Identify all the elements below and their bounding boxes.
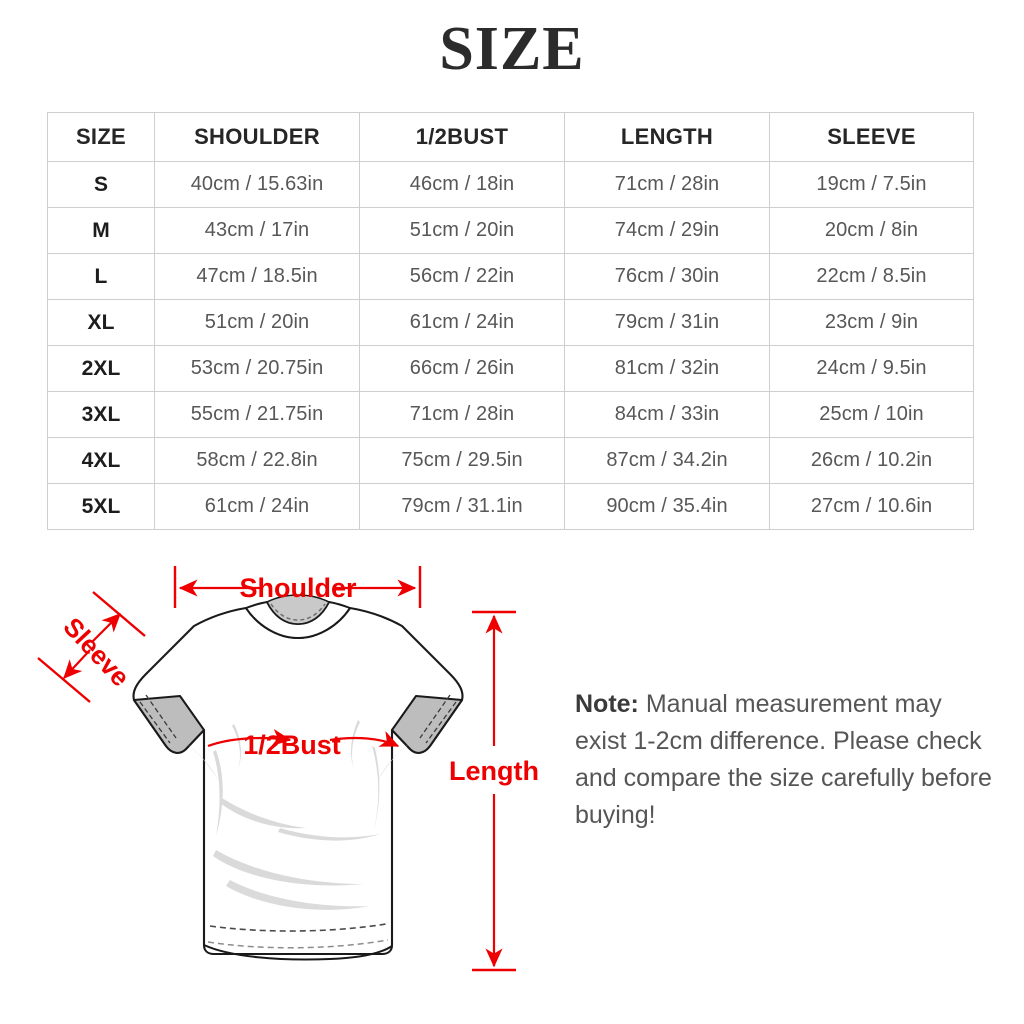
cell-shoulder: 55cm / 21.75in (154, 391, 360, 438)
cell-size: S (47, 161, 155, 208)
cell-length: 74cm / 29in (564, 207, 770, 254)
cell-bust: 61cm / 24in (359, 299, 565, 346)
size-table-container: SIZE SHOULDER 1/2BUST LENGTH SLEEVE S 40… (47, 112, 974, 530)
cell-shoulder: 51cm / 20in (154, 299, 360, 346)
cell-length: 90cm / 35.4in (564, 483, 770, 530)
tshirt-illustration (118, 594, 464, 961)
cell-bust: 51cm / 20in (359, 207, 565, 254)
tshirt-measurement-diagram: Shoulder Sleeve 1/2Bust Length (30, 550, 550, 1020)
column-header-shoulder: SHOULDER (154, 112, 360, 162)
cell-length: 87cm / 34.2in (564, 437, 770, 484)
cell-bust: 66cm / 26in (359, 345, 565, 392)
cell-shoulder: 47cm / 18.5in (154, 253, 360, 300)
sleeve-label: Sleeve (58, 611, 136, 692)
cell-bust: 75cm / 29.5in (359, 437, 565, 484)
cell-sleeve: 24cm / 9.5in (769, 345, 974, 392)
shoulder-dimension-annotation: Shoulder (173, 566, 422, 608)
cell-sleeve: 27cm / 10.6in (769, 483, 974, 530)
cell-length: 81cm / 32in (564, 345, 770, 392)
column-header-length: LENGTH (564, 112, 770, 162)
note-text: Manual measurement may exist 1-2cm diffe… (575, 690, 992, 829)
cell-sleeve: 23cm / 9in (769, 299, 974, 346)
column-header-sleeve: SLEEVE (769, 112, 974, 162)
cell-sleeve: 26cm / 10.2in (769, 437, 974, 484)
table-row: 3XL 55cm / 21.75in 71cm / 28in 84cm / 33… (47, 391, 974, 438)
cell-size: L (47, 253, 155, 300)
cell-bust: 71cm / 28in (359, 391, 565, 438)
table-row: XL 51cm / 20in 61cm / 24in 79cm / 31in 2… (47, 299, 974, 346)
column-header-size: SIZE (47, 112, 155, 162)
cell-length: 79cm / 31in (564, 299, 770, 346)
cell-size: XL (47, 299, 155, 346)
half-bust-dimension-annotation: 1/2Bust (207, 729, 400, 760)
table-row: 5XL 61cm / 24in 79cm / 31.1in 90cm / 35.… (47, 483, 974, 530)
cell-bust: 46cm / 18in (359, 161, 565, 208)
cell-size: 3XL (47, 391, 155, 438)
table-row: 4XL 58cm / 22.8in 75cm / 29.5in 87cm / 3… (47, 437, 974, 484)
cell-length: 84cm / 33in (564, 391, 770, 438)
cell-sleeve: 20cm / 8in (769, 207, 974, 254)
cell-shoulder: 40cm / 15.63in (154, 161, 360, 208)
note-block: Note: Manual measurement may exist 1-2cm… (575, 686, 995, 834)
cell-shoulder: 61cm / 24in (154, 483, 360, 530)
shoulder-label: Shoulder (239, 573, 356, 603)
table-header-row: SIZE SHOULDER 1/2BUST LENGTH SLEEVE (47, 112, 974, 162)
table-row: M 43cm / 17in 51cm / 20in 74cm / 29in 20… (47, 207, 974, 254)
cell-shoulder: 53cm / 20.75in (154, 345, 360, 392)
length-dimension-annotation: Length (449, 610, 539, 972)
cell-sleeve: 22cm / 8.5in (769, 253, 974, 300)
size-table: SIZE SHOULDER 1/2BUST LENGTH SLEEVE S 40… (47, 112, 974, 530)
column-header-bust: 1/2BUST (359, 112, 565, 162)
cell-size: M (47, 207, 155, 254)
note-label: Note: (575, 690, 639, 718)
cell-size: 5XL (47, 483, 155, 530)
table-row: S 40cm / 15.63in 46cm / 18in 71cm / 28in… (47, 161, 974, 208)
table-row: 2XL 53cm / 20.75in 66cm / 26in 81cm / 32… (47, 345, 974, 392)
table-row: L 47cm / 18.5in 56cm / 22in 76cm / 30in … (47, 253, 974, 300)
length-label: Length (449, 756, 539, 786)
sleeve-dimension-annotation: Sleeve (37, 591, 146, 703)
cell-bust: 79cm / 31.1in (359, 483, 565, 530)
page-title: SIZE (439, 15, 585, 83)
cell-size: 2XL (47, 345, 155, 392)
cell-length: 76cm / 30in (564, 253, 770, 300)
cell-length: 71cm / 28in (564, 161, 770, 208)
cell-size: 4XL (47, 437, 155, 484)
cell-sleeve: 25cm / 10in (769, 391, 974, 438)
cell-shoulder: 58cm / 22.8in (154, 437, 360, 484)
cell-sleeve: 19cm / 7.5in (769, 161, 974, 208)
cell-bust: 56cm / 22in (359, 253, 565, 300)
cell-shoulder: 43cm / 17in (154, 207, 360, 254)
half-bust-label: 1/2Bust (243, 730, 341, 760)
